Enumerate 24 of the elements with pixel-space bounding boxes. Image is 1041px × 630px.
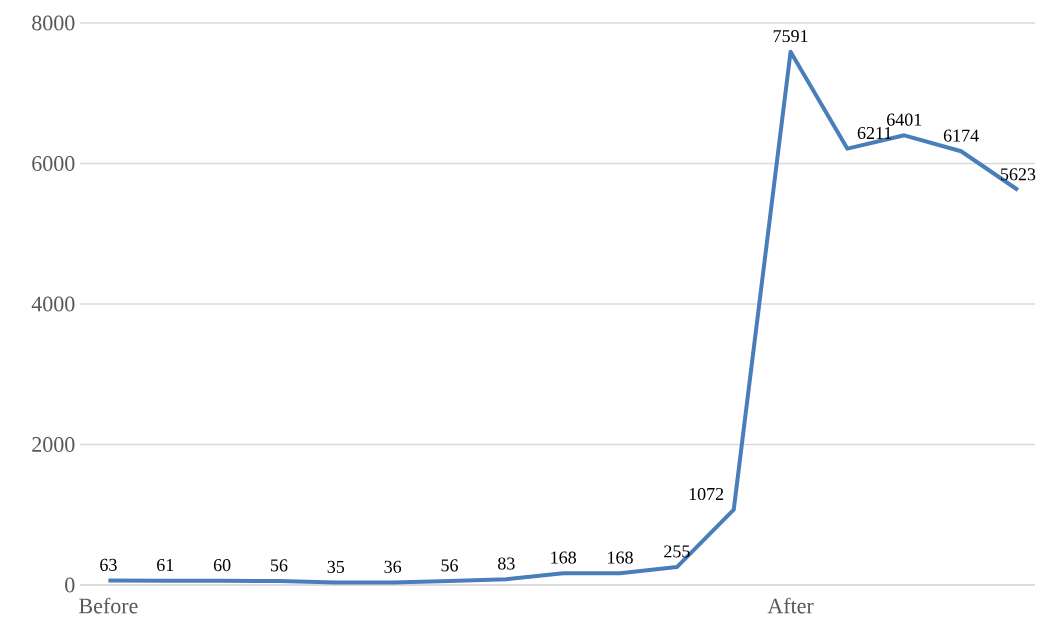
data-label: 6174: [943, 129, 979, 142]
data-label: 6211: [857, 126, 892, 140]
data-label: 168: [608, 551, 633, 564]
y-tick-label: 6000: [32, 156, 75, 171]
data-label: 1072: [689, 487, 724, 501]
y-tick-label: 4000: [31, 296, 75, 312]
data-label: 6401: [887, 113, 922, 126]
data-label: 7591: [773, 30, 808, 43]
data-label: 56: [441, 559, 458, 572]
data-label: 168: [551, 551, 577, 564]
data-label: 56: [271, 559, 288, 572]
y-tick-label: 0: [65, 577, 75, 593]
data-label: 83: [498, 557, 515, 570]
data-label: 61: [157, 559, 174, 572]
y-tick-label: 2000: [32, 437, 75, 452]
x-tick-label: After: [767, 597, 814, 614]
data-label: 5623: [1001, 168, 1036, 181]
data-label: 255: [664, 545, 690, 558]
x-tick-label: Before: [79, 597, 138, 614]
data-label: 60: [213, 559, 231, 572]
data-label: 35: [327, 560, 345, 573]
data-label: 63: [100, 558, 117, 571]
data-label: 36: [384, 560, 402, 573]
y-tick-label: 8000: [32, 15, 75, 31]
